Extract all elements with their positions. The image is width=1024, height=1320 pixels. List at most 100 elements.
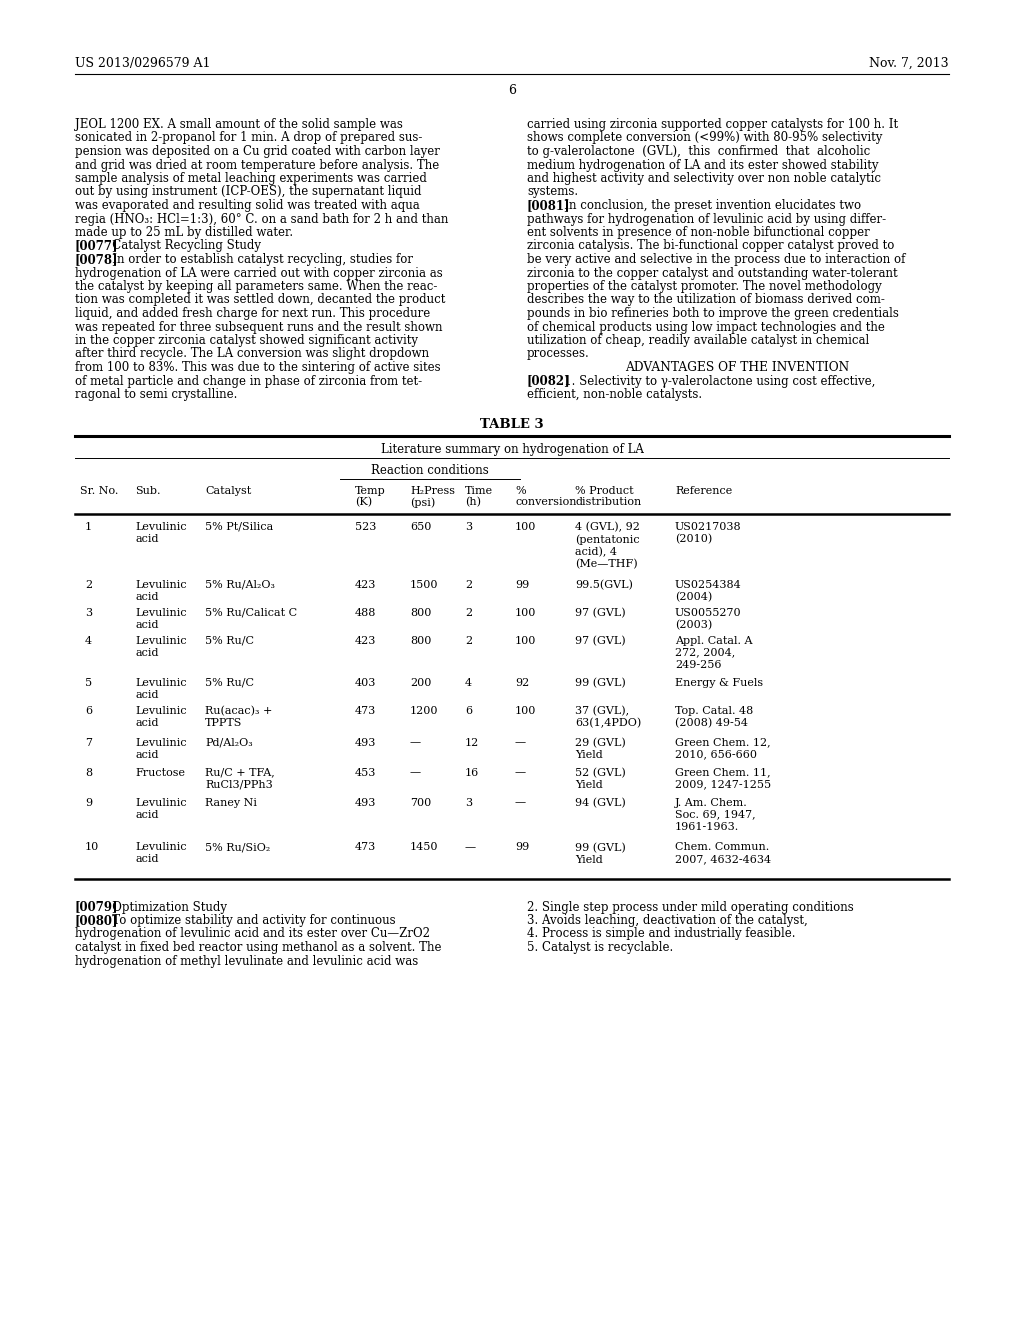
Text: catalyst in fixed bed reactor using methanol as a solvent. The: catalyst in fixed bed reactor using meth…: [75, 941, 441, 954]
Text: Chem. Commun.
2007, 4632-4634: Chem. Commun. 2007, 4632-4634: [675, 842, 771, 865]
Text: tion was completed it was settled down, decanted the product: tion was completed it was settled down, …: [75, 293, 445, 306]
Text: 5% Ru/Calicat C: 5% Ru/Calicat C: [205, 607, 297, 618]
Text: efficient, non-noble catalysts.: efficient, non-noble catalysts.: [527, 388, 702, 401]
Text: [0082]: [0082]: [527, 375, 570, 388]
Text: 493: 493: [355, 738, 377, 747]
Text: and grid was dried at room temperature before analysis. The: and grid was dried at room temperature b…: [75, 158, 439, 172]
Text: US 2013/0296579 A1: US 2013/0296579 A1: [75, 57, 211, 70]
Text: 1200: 1200: [410, 705, 438, 715]
Text: Levulinic
acid: Levulinic acid: [135, 635, 186, 657]
Text: 5% Pt/Silica: 5% Pt/Silica: [205, 521, 273, 532]
Text: 4. Process is simple and industrially feasible.: 4. Process is simple and industrially fe…: [527, 928, 796, 940]
Text: 99: 99: [515, 842, 529, 853]
Text: 100: 100: [515, 607, 537, 618]
Text: [0081]: [0081]: [527, 199, 570, 213]
Text: 4: 4: [85, 635, 92, 645]
Text: be very active and selective in the process due to interaction of: be very active and selective in the proc…: [527, 253, 905, 267]
Text: 4 (GVL), 92
(pentatonic
acid), 4
(Me—THF): 4 (GVL), 92 (pentatonic acid), 4 (Me—THF…: [575, 521, 640, 569]
Text: Top. Catal. 48
(2008) 49-54: Top. Catal. 48 (2008) 49-54: [675, 705, 754, 727]
Text: 800: 800: [410, 635, 431, 645]
Text: Ru(acac)₃ +
TPPTS: Ru(acac)₃ + TPPTS: [205, 705, 272, 727]
Text: US0217038
(2010): US0217038 (2010): [675, 521, 741, 544]
Text: 12: 12: [465, 738, 479, 747]
Text: 473: 473: [355, 705, 376, 715]
Text: Optimization Study: Optimization Study: [101, 900, 227, 913]
Text: hydrogenation of levulinic acid and its ester over Cu—ZrO2: hydrogenation of levulinic acid and its …: [75, 928, 430, 940]
Text: To optimize stability and activity for continuous: To optimize stability and activity for c…: [101, 913, 396, 927]
Text: [0080]: [0080]: [75, 913, 119, 927]
Text: Literature summary on hydrogenation of LA: Literature summary on hydrogenation of L…: [381, 442, 643, 455]
Text: 3: 3: [465, 797, 472, 808]
Text: 473: 473: [355, 842, 376, 853]
Text: Reference: Reference: [675, 486, 732, 495]
Text: and highest activity and selectivity over non noble catalytic: and highest activity and selectivity ove…: [527, 172, 881, 185]
Text: made up to 25 mL by distilled water.: made up to 25 mL by distilled water.: [75, 226, 293, 239]
Text: 99 (GVL): 99 (GVL): [575, 677, 626, 688]
Text: —: —: [515, 767, 526, 777]
Text: 800: 800: [410, 607, 431, 618]
Text: TABLE 3: TABLE 3: [480, 417, 544, 430]
Text: Levulinic
acid: Levulinic acid: [135, 579, 186, 602]
Text: 523: 523: [355, 521, 377, 532]
Text: In conclusion, the preset invention elucidates two: In conclusion, the preset invention eluc…: [553, 199, 861, 213]
Text: Fructose: Fructose: [135, 767, 185, 777]
Text: —: —: [410, 767, 421, 777]
Text: 2: 2: [465, 579, 472, 590]
Text: the catalyst by keeping all parameters same. When the reac-: the catalyst by keeping all parameters s…: [75, 280, 437, 293]
Text: Nov. 7, 2013: Nov. 7, 2013: [869, 57, 949, 70]
Text: 493: 493: [355, 797, 377, 808]
Text: of metal particle and change in phase of zirconia from tet-: of metal particle and change in phase of…: [75, 375, 422, 388]
Text: zirconia catalysis. The bi-functional copper catalyst proved to: zirconia catalysis. The bi-functional co…: [527, 239, 894, 252]
Text: ADVANTAGES OF THE INVENTION: ADVANTAGES OF THE INVENTION: [625, 360, 849, 374]
Text: 2: 2: [465, 607, 472, 618]
Text: sonicated in 2-propanol for 1 min. A drop of prepared sus-: sonicated in 2-propanol for 1 min. A dro…: [75, 132, 422, 144]
Text: 1450: 1450: [410, 842, 438, 853]
Text: was repeated for three subsequent runs and the result shown: was repeated for three subsequent runs a…: [75, 321, 442, 334]
Text: from 100 to 83%. This was due to the sintering of active sites: from 100 to 83%. This was due to the sin…: [75, 360, 440, 374]
Text: 100: 100: [515, 705, 537, 715]
Text: 6: 6: [85, 705, 92, 715]
Text: 5% Ru/SiO₂: 5% Ru/SiO₂: [205, 842, 270, 853]
Text: —: —: [410, 738, 421, 747]
Text: 2: 2: [85, 579, 92, 590]
Text: 403: 403: [355, 677, 377, 688]
Text: Raney Ni: Raney Ni: [205, 797, 257, 808]
Text: —: —: [465, 842, 476, 853]
Text: carried using zirconia supported copper catalysts for 100 h. It: carried using zirconia supported copper …: [527, 117, 898, 131]
Text: Levulinic
acid: Levulinic acid: [135, 521, 186, 544]
Text: Ru/C + TFA,
RuCl3/PPh3: Ru/C + TFA, RuCl3/PPh3: [205, 767, 274, 789]
Text: Green Chem. 12,
2010, 656-660: Green Chem. 12, 2010, 656-660: [675, 738, 771, 759]
Text: hydrogenation of LA were carried out with copper zirconia as: hydrogenation of LA were carried out wit…: [75, 267, 442, 280]
Text: 1500: 1500: [410, 579, 438, 590]
Text: to g-valerolactone  (GVL),  this  confirmed  that  alcoholic: to g-valerolactone (GVL), this confirmed…: [527, 145, 870, 158]
Text: of chemical products using low impact technologies and the: of chemical products using low impact te…: [527, 321, 885, 334]
Text: 3: 3: [465, 521, 472, 532]
Text: utilization of cheap, readily available catalyst in chemical: utilization of cheap, readily available …: [527, 334, 869, 347]
Text: 9: 9: [85, 797, 92, 808]
Text: —: —: [515, 797, 526, 808]
Text: 5% Ru/Al₂O₃: 5% Ru/Al₂O₃: [205, 579, 275, 590]
Text: Levulinic
acid: Levulinic acid: [135, 738, 186, 759]
Text: 5% Ru/C: 5% Ru/C: [205, 677, 254, 688]
Text: Reaction conditions: Reaction conditions: [371, 465, 488, 478]
Text: 94 (GVL): 94 (GVL): [575, 797, 626, 808]
Text: 200: 200: [410, 677, 431, 688]
Text: systems.: systems.: [527, 186, 579, 198]
Text: Catalyst: Catalyst: [205, 486, 251, 495]
Text: Levulinic
acid: Levulinic acid: [135, 797, 186, 820]
Text: out by using instrument (ICP-OES), the supernatant liquid: out by using instrument (ICP-OES), the s…: [75, 186, 422, 198]
Text: In order to establish catalyst recycling, studies for: In order to establish catalyst recycling…: [101, 253, 414, 267]
Text: US0055270
(2003): US0055270 (2003): [675, 607, 741, 630]
Text: 10: 10: [85, 842, 99, 853]
Text: 488: 488: [355, 607, 377, 618]
Text: 4: 4: [465, 677, 472, 688]
Text: after third recycle. The LA conversion was slight dropdown: after third recycle. The LA conversion w…: [75, 347, 429, 360]
Text: Levulinic
acid: Levulinic acid: [135, 842, 186, 865]
Text: 423: 423: [355, 635, 377, 645]
Text: 1. Selectivity to γ-valerolactone using cost effective,: 1. Selectivity to γ-valerolactone using …: [553, 375, 876, 388]
Text: 5: 5: [85, 677, 92, 688]
Text: 2. Single step process under mild operating conditions: 2. Single step process under mild operat…: [527, 900, 854, 913]
Text: 453: 453: [355, 767, 377, 777]
Text: Sr. No.: Sr. No.: [80, 486, 119, 495]
Text: describes the way to the utilization of biomass derived com-: describes the way to the utilization of …: [527, 293, 885, 306]
